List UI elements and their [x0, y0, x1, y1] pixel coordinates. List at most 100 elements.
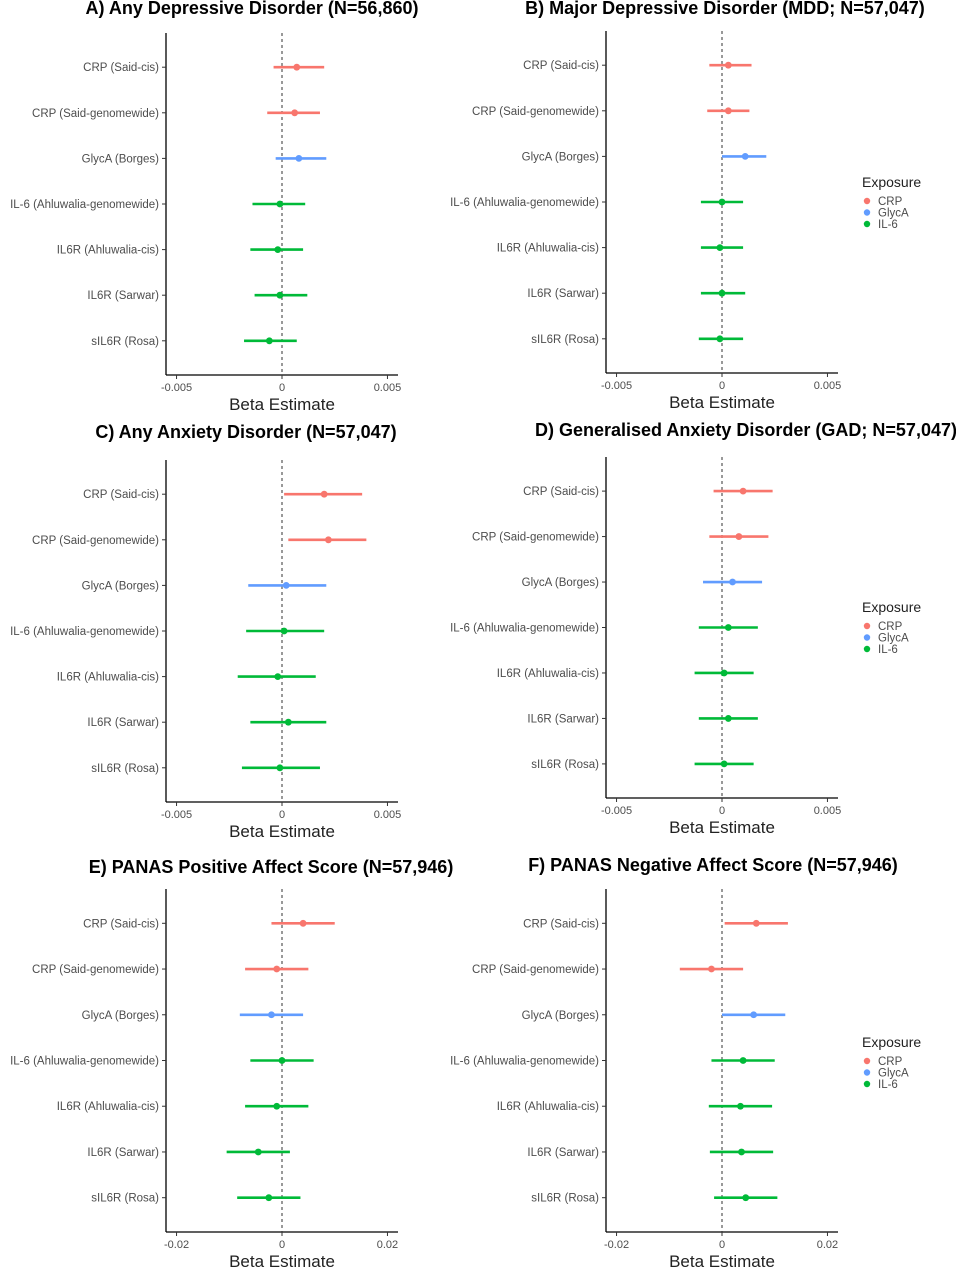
y-tick-label: GlycA (Borges)	[522, 151, 599, 163]
panel-title: F) PANAS Negative Affect Score (N=57,946…	[528, 855, 898, 875]
point-estimate	[276, 764, 284, 772]
x-tick-label: 0.005	[814, 805, 842, 817]
point-estimate	[293, 63, 301, 71]
point-estimate	[254, 1148, 262, 1156]
y-tick-label: sIL6R (Rosa)	[91, 763, 159, 775]
legend-title: Exposure	[862, 599, 921, 615]
y-tick-label: sIL6R (Rosa)	[531, 334, 599, 346]
y-tick-label: IL-6 (Ahluwalia-genomewide)	[450, 623, 599, 635]
x-tick-label: -0.005	[161, 809, 192, 821]
legend-key-glyca	[863, 634, 871, 641]
point-estimate	[750, 1011, 758, 1019]
y-tick-label: IL6R (Ahluwalia-cis)	[57, 245, 159, 257]
point-estimate	[273, 965, 281, 973]
point-estimate	[729, 578, 736, 586]
y-tick-label: CRP (Said-genomewide)	[472, 964, 599, 976]
x-tick-label: -0.005	[601, 805, 632, 817]
legend-key-il-6	[863, 645, 871, 653]
point-estimate	[720, 760, 728, 768]
legend-key-crp	[863, 197, 871, 205]
y-tick-label: CRP (Said-genomewide)	[32, 535, 159, 547]
point-estimate	[724, 61, 732, 69]
y-tick-label: sIL6R (Rosa)	[531, 1193, 599, 1205]
point-estimate	[738, 1148, 745, 1156]
point-estimate	[735, 533, 743, 540]
legend-key-glyca	[863, 1069, 871, 1076]
y-tick-label: IL6R (Sarwar)	[527, 288, 599, 300]
legend-label: CRP	[878, 621, 903, 633]
x-axis-label: Beta Estimate	[669, 818, 775, 837]
x-tick-label: 0	[719, 380, 725, 392]
y-tick-label: CRP (Said-genomewide)	[32, 108, 159, 120]
y-tick-label: IL-6 (Ahluwalia-genomewide)	[10, 199, 159, 211]
point-estimate	[274, 673, 282, 680]
y-tick-label: IL6R (Sarwar)	[527, 713, 599, 725]
x-axis-label: Beta Estimate	[229, 395, 335, 414]
x-tick-label: -0.005	[161, 382, 192, 394]
forest-panel-c: C) Any Anxiety Disorder (N=57,047) -0.005…	[10, 422, 401, 841]
y-tick-label: IL6R (Ahluwalia-cis)	[497, 668, 599, 680]
forest-panel-f: F) PANAS Negative Affect Score (N=57,946…	[450, 855, 898, 1271]
point-estimate	[718, 198, 726, 206]
y-tick-label: GlycA (Borges)	[522, 577, 599, 589]
point-estimate	[742, 1194, 750, 1202]
y-tick-label: IL-6 (Ahluwalia-genomewide)	[450, 197, 599, 209]
point-estimate	[708, 965, 715, 973]
point-estimate	[752, 919, 760, 927]
legend-label: GlycA	[878, 208, 909, 220]
point-estimate	[282, 582, 290, 589]
point-estimate	[265, 1194, 273, 1202]
x-tick-label: 0	[719, 805, 725, 817]
point-estimate	[741, 153, 749, 160]
y-tick-label: IL-6 (Ahluwalia-genomewide)	[10, 1056, 159, 1068]
point-estimate	[724, 624, 732, 631]
x-axis-label: Beta Estimate	[669, 393, 775, 412]
point-estimate	[280, 627, 288, 635]
point-estimate	[265, 337, 273, 345]
point-estimate	[278, 1057, 286, 1064]
y-tick-label: sIL6R (Rosa)	[91, 336, 159, 348]
point-estimate	[739, 1057, 747, 1064]
y-tick-label: CRP (Said-cis)	[83, 62, 159, 74]
point-estimate	[720, 669, 728, 677]
panel-title: B) Major Depressive Disorder (MDD; N=57,…	[525, 0, 925, 18]
y-tick-label: IL6R (Ahluwalia-cis)	[57, 1101, 159, 1113]
y-tick-label: GlycA (Borges)	[522, 1010, 599, 1022]
forest-panel-e: E) PANAS Positive Affect Score (N=57,946…	[10, 857, 453, 1271]
y-tick-label: IL-6 (Ahluwalia-genomewide)	[10, 626, 159, 638]
point-estimate	[274, 246, 282, 254]
legend-key-il-6	[863, 1080, 871, 1088]
point-estimate	[325, 536, 332, 544]
legend-key-il-6	[863, 220, 871, 228]
y-tick-label: IL6R (Sarwar)	[87, 717, 159, 729]
y-tick-label: GlycA (Borges)	[82, 1010, 159, 1022]
legend-label: GlycA	[878, 633, 909, 645]
x-tick-label: 0	[279, 1239, 285, 1251]
forest-panel-a: A) Any Depressive Disorder (N=56,860) -0.…	[10, 0, 418, 414]
legend-label: IL-6	[878, 644, 898, 656]
panel-title: A) Any Depressive Disorder (N=56,860)	[86, 0, 419, 18]
point-estimate	[276, 291, 284, 299]
point-estimate	[291, 109, 299, 117]
point-estimate	[284, 718, 292, 726]
legend-key-crp	[863, 1057, 871, 1065]
panel-title: D) Generalised Anxiety Disorder (GAD; N=…	[535, 420, 956, 440]
x-axis-label: Beta Estimate	[669, 1252, 775, 1271]
x-tick-label: 0.005	[374, 809, 402, 821]
y-tick-label: CRP (Said-cis)	[523, 918, 599, 930]
x-axis-label: Beta Estimate	[229, 1252, 335, 1271]
y-tick-label: IL6R (Sarwar)	[87, 1147, 159, 1159]
point-estimate	[320, 490, 328, 498]
point-estimate	[276, 200, 284, 208]
point-estimate	[739, 487, 747, 495]
y-tick-label: CRP (Said-genomewide)	[32, 964, 159, 976]
point-estimate	[724, 107, 732, 115]
x-tick-label: -0.02	[164, 1239, 189, 1251]
x-tick-label: 0	[279, 382, 285, 394]
y-tick-label: IL6R (Ahluwalia-cis)	[57, 672, 159, 684]
legend-title: Exposure	[862, 1034, 921, 1050]
point-estimate	[718, 289, 726, 297]
y-tick-label: CRP (Said-genomewide)	[472, 106, 599, 118]
